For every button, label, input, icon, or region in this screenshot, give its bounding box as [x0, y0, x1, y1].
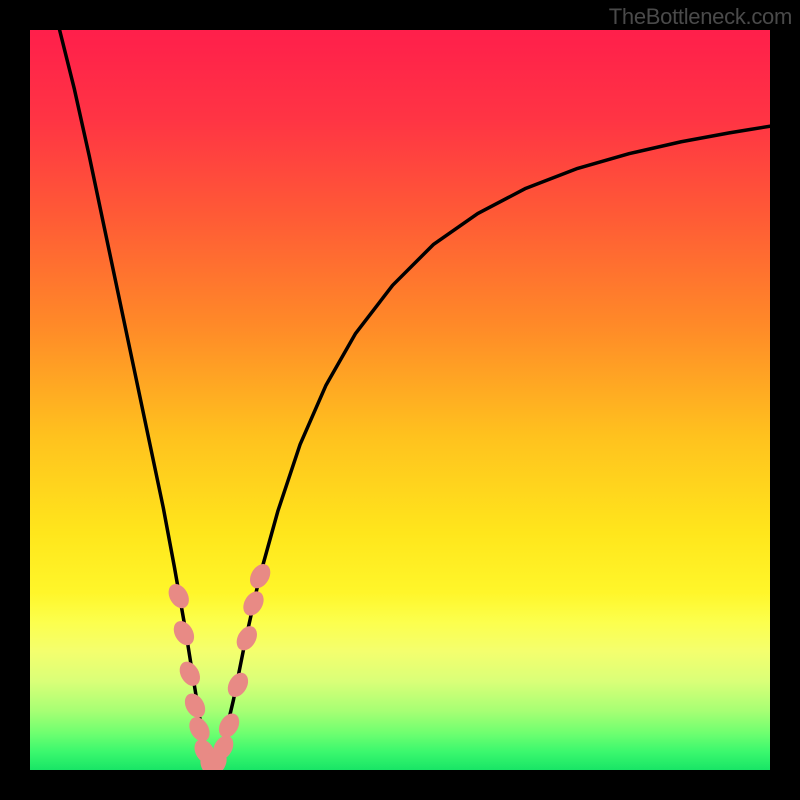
chart-svg [0, 0, 800, 800]
watermark-text: TheBottleneck.com [609, 4, 792, 30]
chart-frame: TheBottleneck.com [0, 0, 800, 800]
